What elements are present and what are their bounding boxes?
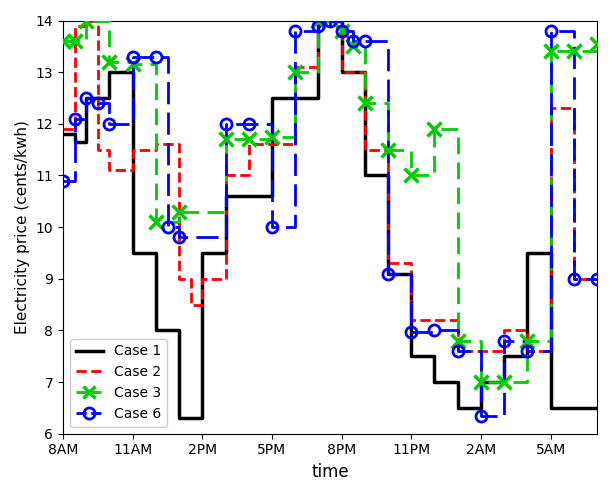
Case 1 bbox=[106, 95, 113, 101]
Case 1 bbox=[431, 353, 438, 359]
Case 2 bbox=[71, 23, 78, 29]
Case 1 bbox=[524, 353, 531, 359]
Case 1 bbox=[315, 17, 322, 23]
Case 3 bbox=[222, 136, 230, 142]
Case 1 bbox=[524, 250, 531, 256]
Case 2 bbox=[83, 17, 90, 23]
Case 1 bbox=[593, 405, 600, 411]
Case 1 bbox=[199, 250, 206, 256]
Case 1 bbox=[593, 405, 600, 411]
Case 1 bbox=[83, 139, 90, 145]
Case 1 bbox=[384, 271, 392, 277]
Line: Case 1: Case 1 bbox=[63, 20, 597, 418]
Case 1 bbox=[129, 250, 136, 256]
Case 1 bbox=[176, 415, 183, 421]
Case 6 bbox=[176, 224, 183, 230]
Case 1 bbox=[222, 250, 230, 256]
Case 1 bbox=[176, 327, 183, 333]
Case 6 bbox=[83, 116, 90, 122]
Case 1 bbox=[454, 405, 461, 411]
Case 2 bbox=[408, 317, 415, 323]
Line: Case 6: Case 6 bbox=[63, 20, 597, 416]
Case 6 bbox=[326, 17, 334, 23]
Case 3 bbox=[83, 17, 90, 23]
Legend: Case 1, Case 2, Case 3, Case 6: Case 1, Case 2, Case 3, Case 6 bbox=[70, 339, 167, 427]
Case 1 bbox=[291, 95, 299, 101]
Case 6 bbox=[71, 116, 78, 122]
Case 1 bbox=[152, 327, 160, 333]
Case 3 bbox=[593, 41, 600, 47]
Case 1 bbox=[501, 353, 508, 359]
Case 2 bbox=[291, 141, 299, 147]
Case 1 bbox=[547, 405, 554, 411]
Case 1 bbox=[384, 173, 392, 179]
Case 1 bbox=[268, 193, 275, 199]
Case 1 bbox=[83, 95, 90, 101]
Case 1 bbox=[477, 379, 485, 385]
Case 1 bbox=[408, 353, 415, 359]
Case 6 bbox=[59, 178, 67, 184]
Case 1 bbox=[291, 95, 299, 101]
Case 6 bbox=[477, 413, 485, 419]
X-axis label: time: time bbox=[311, 463, 349, 481]
Case 1 bbox=[431, 379, 438, 385]
Case 1 bbox=[477, 405, 485, 411]
Case 2 bbox=[408, 260, 415, 266]
Case 6 bbox=[593, 276, 600, 282]
Case 2 bbox=[187, 302, 195, 308]
Case 1 bbox=[408, 271, 415, 277]
Case 1 bbox=[245, 193, 252, 199]
Case 1 bbox=[222, 193, 230, 199]
Case 1 bbox=[547, 250, 554, 256]
Case 1 bbox=[71, 131, 78, 137]
Case 3 bbox=[408, 173, 415, 179]
Case 1 bbox=[245, 193, 252, 199]
Case 2 bbox=[83, 23, 90, 29]
Case 1 bbox=[106, 69, 113, 75]
Case 2 bbox=[59, 126, 67, 132]
Case 1 bbox=[152, 250, 160, 256]
Case 1 bbox=[361, 69, 368, 75]
Case 1 bbox=[338, 69, 345, 75]
Y-axis label: Electricity price (cents/kwh): Electricity price (cents/kwh) bbox=[15, 120, 30, 334]
Case 1 bbox=[315, 95, 322, 101]
Case 2 bbox=[593, 276, 600, 282]
Case 3 bbox=[176, 209, 183, 215]
Line: Case 2: Case 2 bbox=[63, 20, 597, 351]
Case 3 bbox=[593, 49, 600, 55]
Line: Case 3: Case 3 bbox=[63, 20, 597, 382]
Case 3 bbox=[477, 379, 485, 385]
Case 1 bbox=[501, 379, 508, 385]
Case 1 bbox=[338, 17, 345, 23]
Case 6 bbox=[408, 329, 415, 335]
Case 1 bbox=[59, 131, 67, 137]
Case 3 bbox=[245, 136, 252, 142]
Case 6 bbox=[268, 224, 275, 230]
Case 1 bbox=[71, 139, 78, 145]
Case 1 bbox=[129, 69, 136, 75]
Case 2 bbox=[454, 348, 461, 354]
Case 1 bbox=[199, 415, 206, 421]
Case 3 bbox=[454, 126, 461, 132]
Case 1 bbox=[268, 95, 275, 101]
Case 1 bbox=[454, 379, 461, 385]
Case 6 bbox=[408, 271, 415, 277]
Case 3 bbox=[59, 38, 67, 44]
Case 1 bbox=[361, 173, 368, 179]
